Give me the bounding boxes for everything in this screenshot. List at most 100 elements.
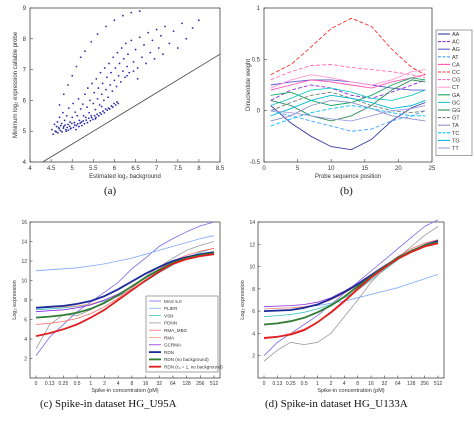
plot-c-xtick-label: 0.5 — [74, 381, 81, 387]
plot-b-ytick-label: 0.5 — [252, 57, 261, 63]
plot-b-series-line — [270, 17, 426, 76]
plot-a-point — [67, 84, 69, 86]
caption-c: (c) Spike-in dataset HG_U95A — [40, 398, 177, 410]
plot-d-ytick-label: 6 — [252, 309, 255, 315]
plot-a-point — [138, 10, 141, 12]
plot-a-point — [110, 71, 112, 74]
plot-a-point — [83, 93, 86, 96]
plot-d-xtick-label: 128 — [407, 381, 416, 387]
plot-a-point — [116, 51, 119, 54]
plot-d-xtick-label: 4 — [343, 381, 346, 387]
plot-a-ytick-label: 8 — [23, 37, 27, 43]
plot-a-point — [83, 122, 86, 125]
plot-a-point — [136, 77, 139, 80]
plot-d-xtick-label: 0.13 — [273, 381, 283, 387]
plot-c-legend-label: RDN — [164, 350, 174, 355]
plot-b-xtick-label: 5 — [296, 166, 300, 172]
plot-c-xtick-label: 2 — [103, 381, 106, 387]
plot-d-xtick-label: 64 — [395, 381, 401, 387]
plot-b-legend-label: GC — [452, 100, 460, 106]
plot-a-point — [102, 99, 105, 102]
plot-d-ylabel: Log₂ expression — [240, 280, 246, 319]
plot-b-legend-label: CA — [452, 62, 460, 68]
plot-a-xtick-label: 4.5 — [47, 166, 56, 172]
plot-b-series-line — [270, 69, 426, 89]
plot-a-point — [151, 39, 154, 42]
plot-d-ytick-label: 2 — [252, 354, 255, 360]
plot-c-legend-label: GCRMA — [164, 343, 182, 348]
plot-d-xtick-label: 0.25 — [286, 381, 296, 387]
plot-b-legend-label: GT — [452, 116, 460, 122]
plot-a-point — [58, 116, 61, 119]
plot-b-legend-label: AA — [452, 32, 460, 38]
plot-a-point — [101, 82, 104, 85]
plot-a-point — [124, 42, 127, 45]
plot-a-point — [67, 129, 70, 132]
plot-b-legend-label: TG — [452, 138, 460, 144]
plot-a-point — [107, 96, 110, 99]
plot-a-point — [70, 122, 73, 125]
plot-b-legend-label: AC — [452, 40, 460, 46]
plot-a-reference-line — [42, 53, 221, 163]
plot-a-point — [72, 126, 75, 129]
plot-c-xtick-label: 4 — [117, 381, 120, 387]
plot-c-ytick-label: 6 — [24, 318, 27, 324]
plot-a-point — [110, 105, 113, 107]
plot-a-point — [64, 124, 66, 126]
plot-b-series-line — [270, 105, 426, 122]
plot-d-ytick-label: 10 — [249, 265, 255, 271]
plot-a-point — [113, 19, 116, 22]
plot-b-xtick-label: 15 — [361, 166, 368, 172]
plot-a-point — [76, 122, 79, 125]
plot-a-point — [138, 36, 141, 39]
plot-c-xtick-label: 0.13 — [45, 381, 55, 387]
caption-a: (a) — [104, 185, 117, 197]
plot-a-point — [62, 93, 65, 96]
plot-a-point — [90, 116, 93, 119]
plot-c-xlabel: Spike-in concentration (pM) — [91, 388, 158, 394]
plot-a-point — [155, 28, 158, 31]
plot-a-point — [140, 56, 143, 59]
plot-a-point — [64, 128, 67, 131]
plot-a-point — [97, 114, 100, 117]
caption-b: (b) — [340, 185, 353, 197]
plot-c-ytick-label: 2 — [24, 357, 27, 363]
plot-a-xtick-label: 8.5 — [216, 166, 225, 172]
plot-a-point — [69, 127, 72, 130]
plot-b-xlabel: Probe sequence position — [315, 174, 381, 180]
plot-a-point — [71, 116, 74, 119]
plot-a-point — [94, 108, 97, 111]
plot-a-point — [96, 33, 99, 36]
plot-a-point — [132, 70, 135, 73]
plot-a-point — [81, 124, 83, 127]
plot-a-point — [185, 37, 188, 40]
plot-a-point — [75, 128, 77, 131]
plot-a-point — [92, 102, 95, 105]
plot-c-series-line — [35, 252, 215, 319]
plot-a-point — [84, 116, 87, 119]
plot-a-point — [95, 77, 98, 80]
plot-a-point — [82, 120, 85, 122]
plot-a-point — [76, 114, 79, 117]
plot-a-ylabel: Minimum log₂ expression callable probe — [13, 31, 19, 138]
plot-b-xtick-label: 25 — [429, 166, 436, 172]
plot-a-point — [97, 87, 100, 89]
plot-a-point — [86, 121, 89, 124]
plot-a-point — [100, 105, 103, 108]
plot-b-xtick-label: 20 — [395, 166, 402, 172]
plot-a-point — [112, 56, 115, 59]
plot-d-xtick-label: 0.5 — [301, 381, 308, 387]
plot-c-series-line — [35, 251, 215, 309]
plot-a-point — [87, 117, 90, 120]
plot-a-point — [99, 71, 102, 74]
plot-a-point — [56, 131, 59, 134]
plot-a-point — [120, 47, 123, 49]
plot-a-point — [86, 87, 89, 89]
plot-a-point — [65, 130, 68, 133]
plot-a-frame — [29, 7, 221, 163]
plot-a-point — [65, 114, 68, 117]
plot-c-legend-label: MAS 5.0 — [164, 299, 182, 304]
plot-c-legend-label: RMA_MBG — [164, 328, 188, 333]
plot-a-point — [117, 102, 120, 105]
plot-a-point — [121, 14, 124, 17]
